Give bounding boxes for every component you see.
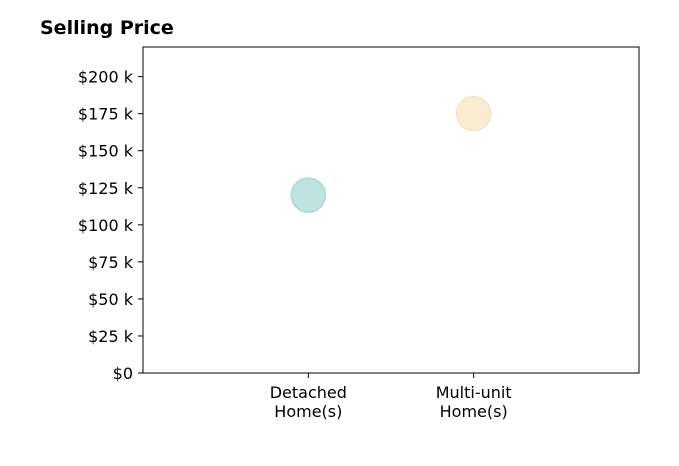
- y-tick-label: $200 k: [78, 68, 134, 87]
- y-tick-label: $150 k: [78, 142, 134, 161]
- data-point: [290, 177, 327, 213]
- plot-frame: [142, 46, 640, 374]
- y-tick-label: $50 k: [88, 290, 134, 309]
- y-tick-label: $125 k: [78, 179, 134, 198]
- y-tick-label: $75 k: [88, 253, 134, 272]
- y-tick-label: $175 k: [78, 105, 134, 124]
- y-tick-label: $100 k: [78, 216, 134, 235]
- chart-title: Selling Price: [40, 17, 174, 39]
- x-tick-label: Detached Home(s): [270, 383, 347, 421]
- data-point: [455, 95, 492, 132]
- data-points: [290, 95, 492, 213]
- x-tick-label: Multi-unit Home(s): [436, 383, 512, 421]
- y-tick-label: $0: [113, 364, 133, 383]
- axes: $0 $25 k $50 k $75 k $100 k $125 k $150 k $175 …: [78, 46, 640, 421]
- y-tick-label: $25 k: [88, 327, 134, 346]
